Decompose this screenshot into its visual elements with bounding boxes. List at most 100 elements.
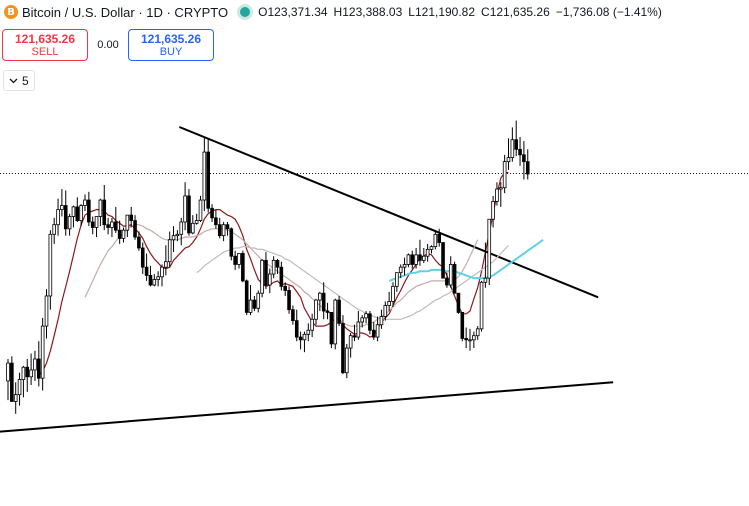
candle-body	[360, 317, 364, 323]
candle-body	[483, 277, 488, 283]
candle-body	[448, 264, 453, 286]
candle-body	[52, 224, 56, 235]
candle-body	[437, 233, 441, 243]
sell-button[interactable]: 121,635.26 SELL	[2, 29, 88, 61]
candle-body	[156, 276, 160, 280]
candle-body	[329, 312, 334, 345]
candle-body	[479, 281, 484, 330]
candle-body	[341, 322, 345, 374]
high-label: H	[333, 5, 343, 19]
candle-body	[63, 205, 68, 230]
candle-body	[275, 259, 280, 268]
candle-body	[117, 229, 122, 239]
candle-body	[395, 272, 399, 287]
sell-label: SELL	[31, 45, 59, 58]
candle-body	[279, 266, 284, 287]
candle-body	[410, 254, 415, 265]
buy-button[interactable]: 121,635.26 BUY	[128, 29, 214, 61]
candle-body	[129, 214, 134, 221]
trade-panel: 121,635.26 SELL 0.00 121,635.26 BUY	[2, 29, 214, 61]
candle-body	[71, 206, 76, 217]
candle-body	[102, 199, 107, 226]
symbol-header: B Bitcoin / U.S. Dollar · 1D · CRYPTO O1…	[0, 0, 749, 24]
candle-body	[498, 187, 503, 190]
candle-body	[260, 259, 264, 294]
candle-body	[133, 220, 137, 238]
buy-price: 121,635.26	[140, 31, 202, 46]
candle-body	[348, 335, 353, 349]
support-trendline	[0, 381, 614, 433]
candle-body	[398, 266, 403, 274]
candle-body	[148, 275, 153, 286]
candle-body	[237, 253, 241, 265]
candle-body	[387, 301, 391, 306]
candle-body	[287, 290, 291, 311]
candle-body	[90, 221, 95, 228]
indicators-toggle-button[interactable]: 5	[3, 70, 35, 91]
candle-body	[202, 151, 207, 201]
candle-body	[522, 154, 526, 163]
candle-body	[217, 224, 222, 237]
candle-body	[421, 255, 426, 261]
ohlc-values: O123,371.34 H123,388.03 L121,190.82 C121…	[258, 5, 662, 19]
candle-body	[67, 216, 72, 230]
close-label: C	[481, 5, 490, 19]
candle-body	[75, 206, 80, 221]
candle-body	[441, 242, 445, 279]
candle-body	[368, 313, 372, 331]
moving-average-100	[388, 238, 544, 282]
candle-body	[302, 333, 307, 341]
candle-body	[13, 394, 18, 402]
candle-body	[314, 299, 318, 320]
symbol-title[interactable]: Bitcoin / U.S. Dollar · 1D · CRYPTO	[22, 4, 229, 20]
candle-body	[487, 218, 492, 279]
candle-body	[244, 280, 249, 313]
candle-body	[210, 207, 214, 219]
candle-body	[375, 324, 380, 338]
candle-body	[248, 299, 253, 313]
candle-body	[402, 264, 407, 268]
candle-body	[206, 151, 211, 209]
candle-body	[506, 157, 511, 163]
candle-body	[510, 139, 515, 158]
candle-body	[198, 199, 203, 221]
candle-body	[364, 313, 368, 319]
candle-body	[33, 358, 37, 371]
candle-body	[283, 285, 287, 291]
candle-body	[291, 309, 295, 322]
moving-average-50	[196, 244, 509, 320]
candle-body	[294, 320, 299, 338]
candle-body	[40, 325, 45, 379]
candle-body	[98, 199, 103, 217]
candle-body	[468, 339, 472, 342]
candle-body	[418, 254, 422, 261]
candle-body	[391, 285, 395, 302]
candle-body	[137, 236, 141, 249]
candle-body	[79, 205, 83, 221]
candle-body	[171, 235, 176, 241]
candle-body	[121, 229, 126, 239]
candle-body	[233, 255, 237, 265]
candle-body	[321, 292, 326, 312]
candle-body	[495, 188, 499, 202]
sell-price: 121,635.26	[14, 31, 76, 46]
candle-body	[333, 299, 338, 345]
candle-body	[87, 199, 91, 223]
candle-body	[460, 312, 465, 339]
candle-body	[125, 214, 130, 231]
candle-body	[17, 379, 22, 396]
candle-body	[25, 366, 30, 378]
candle-body	[491, 201, 495, 220]
candle-body	[140, 247, 145, 268]
candle-body	[525, 161, 530, 175]
candle-body	[56, 209, 60, 226]
candle-body	[225, 224, 230, 230]
candle-body	[267, 273, 272, 286]
market-open-icon	[240, 7, 251, 17]
change-value: −1,736.08 (−1.41%)	[555, 5, 662, 19]
candle-body	[445, 277, 449, 286]
candle-body	[318, 292, 322, 301]
candle-body	[475, 328, 480, 337]
candle-body	[379, 316, 384, 326]
